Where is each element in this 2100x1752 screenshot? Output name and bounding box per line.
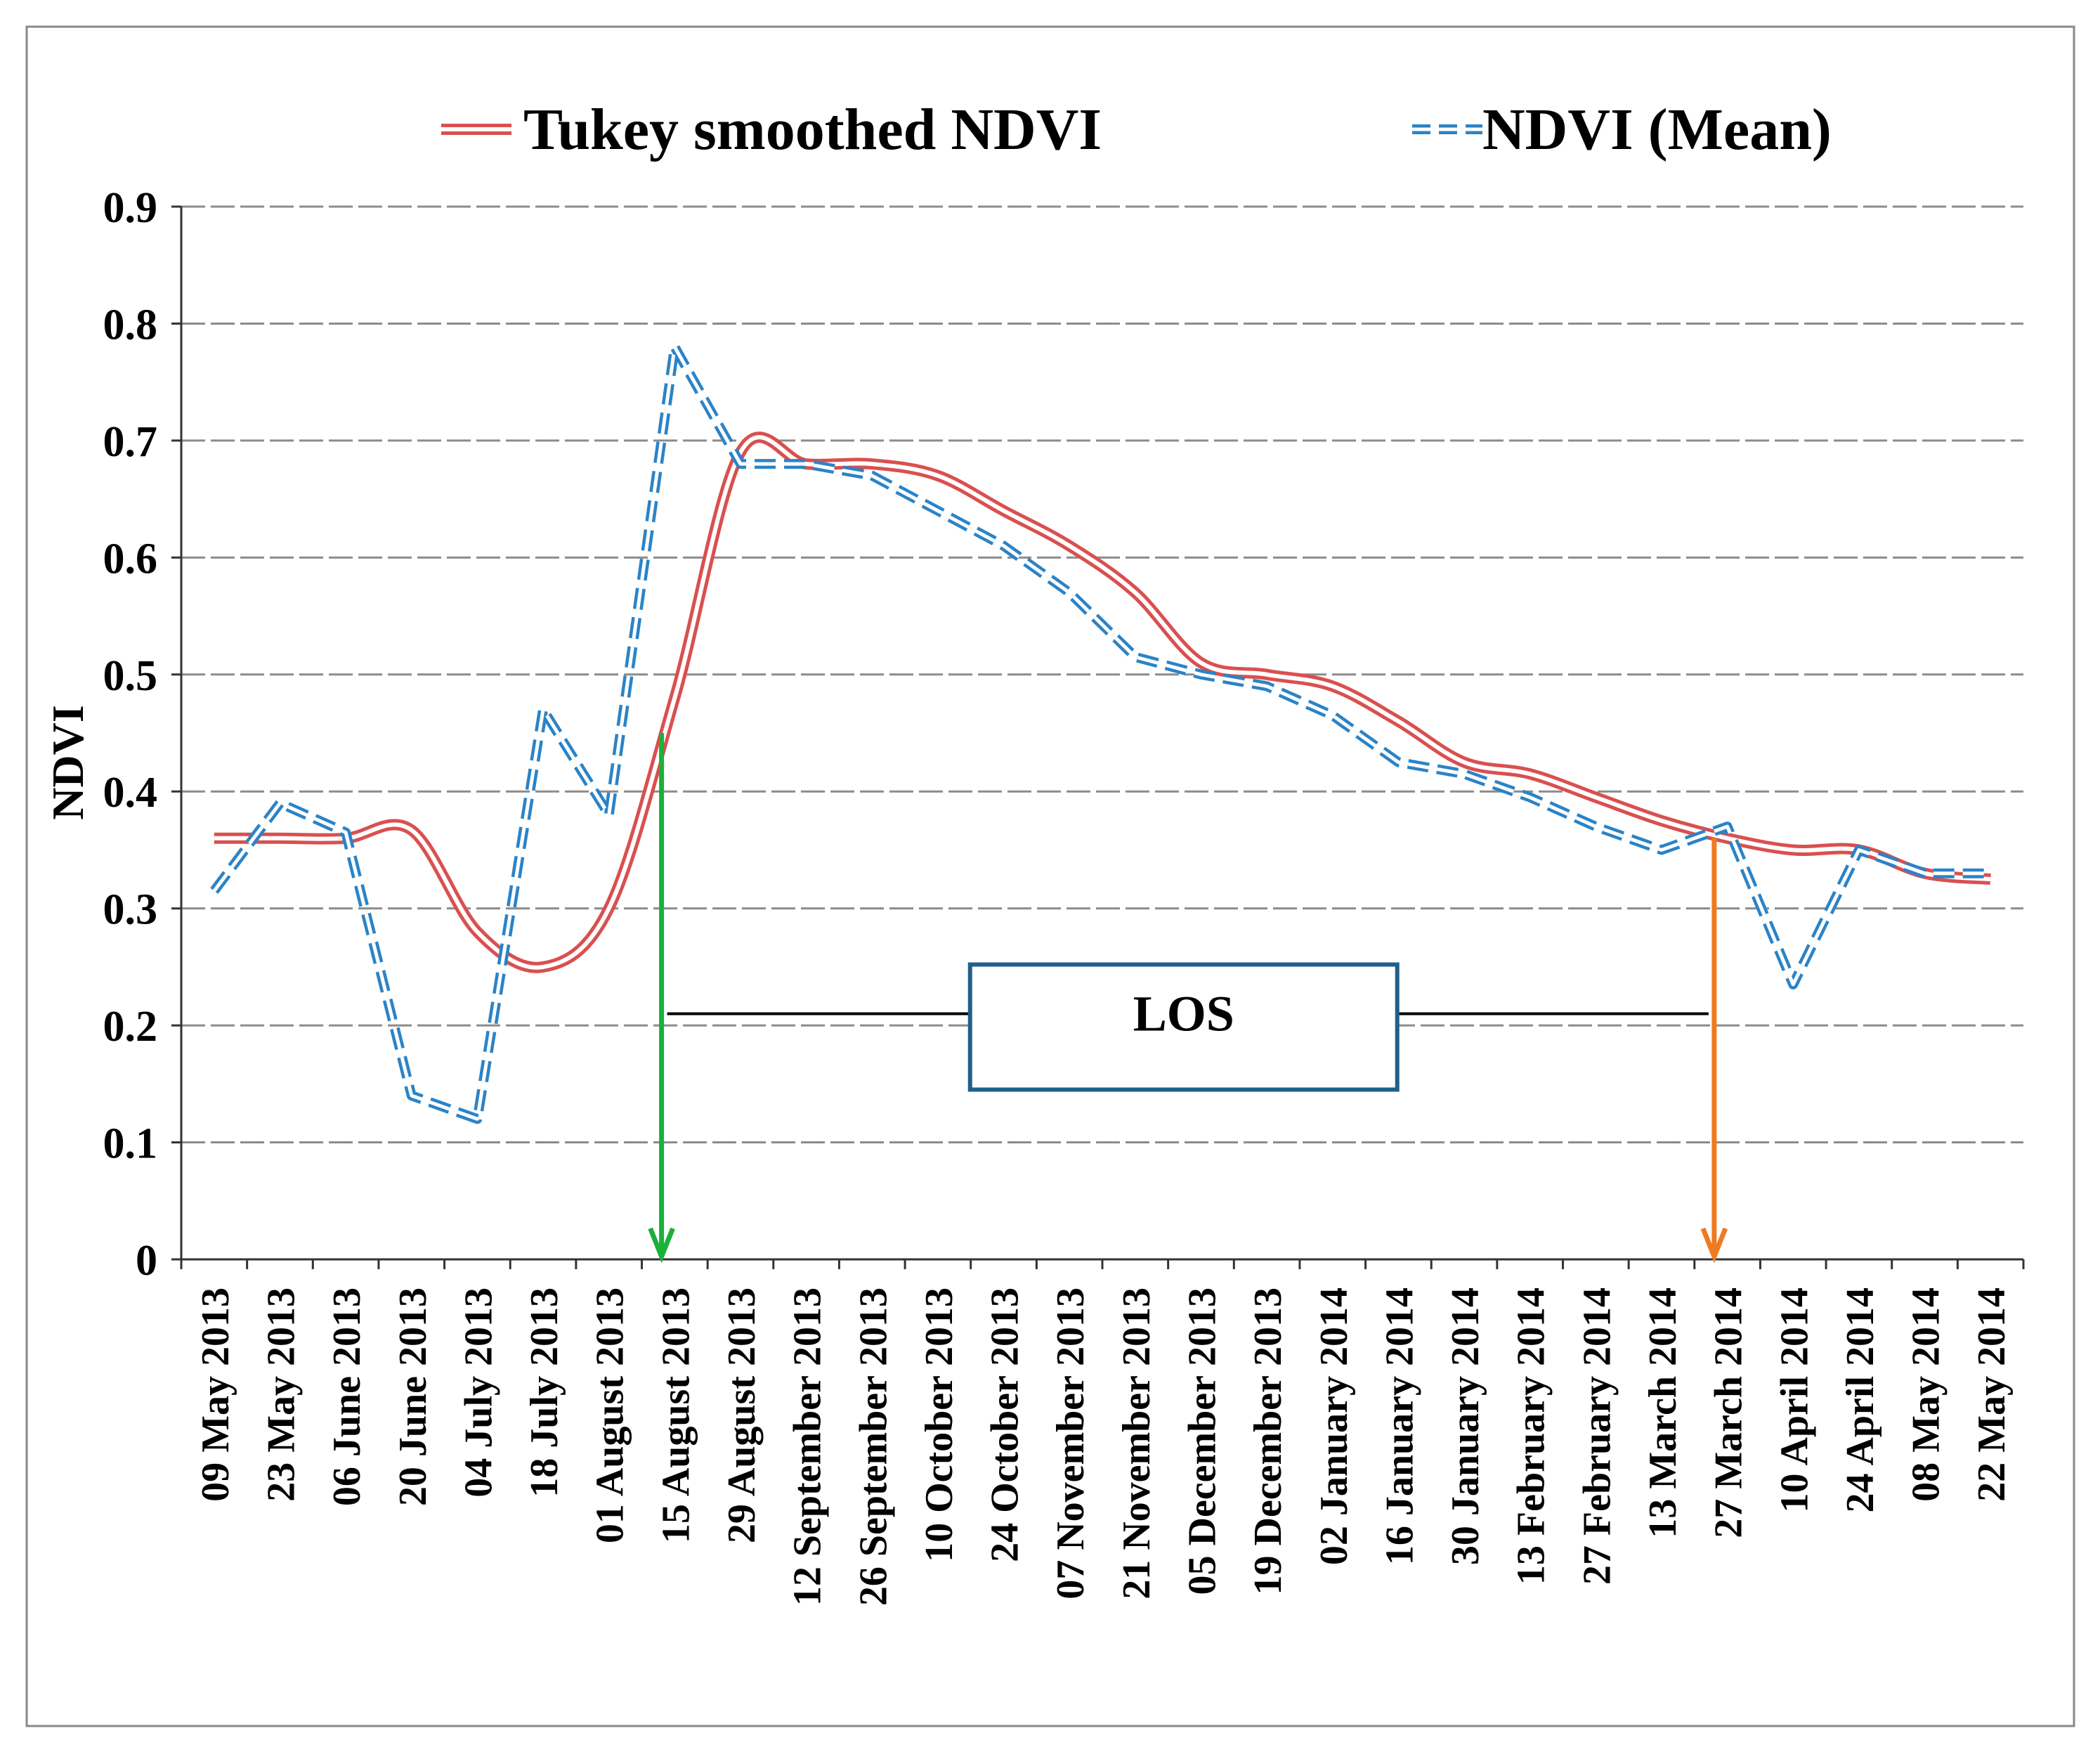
y-tick-label: 0.2 bbox=[103, 1003, 158, 1051]
sos-arrow-head bbox=[648, 1227, 675, 1264]
y-tick-label: 0.3 bbox=[103, 886, 158, 934]
x-tick-label: 08 May 2014 bbox=[1905, 1287, 1948, 1502]
x-tick-label: 06 June 2013 bbox=[325, 1287, 369, 1506]
x-tick-label: 27 February 2014 bbox=[1575, 1287, 1619, 1585]
legend: Tukey smoothed NDVI NDVI (Mean) bbox=[441, 97, 1832, 162]
series bbox=[210, 342, 1991, 1124]
y-tick-labels: 0 0.1 0.2 0.3 0.4 0.5 0.6 0.7 0.8 0.9 bbox=[103, 184, 181, 1285]
legend-label-tukey: Tukey smoothed NDVI bbox=[523, 97, 1102, 162]
x-tick-label: 09 May 2013 bbox=[194, 1287, 237, 1502]
x-tick-labels: 09 May 2013 23 May 2013 06 June 2013 20 Jun… bbox=[180, 1259, 2025, 1606]
los-label: LOS bbox=[1133, 985, 1234, 1042]
annotations: LOS bbox=[648, 733, 1728, 1264]
series-line-ndvi-mean-inner bbox=[212, 345, 1991, 1121]
x-tick-label: 10 October 2013 bbox=[918, 1287, 961, 1562]
x-tick-label: 24 October 2013 bbox=[984, 1287, 1027, 1562]
x-tick-label: 10 April 2014 bbox=[1773, 1287, 1816, 1512]
x-tick-label: 29 August 2013 bbox=[720, 1287, 764, 1543]
eos-arrow-head bbox=[1700, 1227, 1728, 1264]
x-tick-label: 23 May 2013 bbox=[259, 1287, 303, 1502]
x-tick-label: 01 August 2013 bbox=[589, 1287, 632, 1543]
x-tick-label: 22 May 2014 bbox=[1970, 1287, 2014, 1502]
x-tick-label: 27 March 2014 bbox=[1707, 1287, 1751, 1538]
x-tick-label: 13 March 2014 bbox=[1641, 1287, 1685, 1538]
x-tick-label: 19 December 2013 bbox=[1246, 1287, 1290, 1595]
x-tick-label: 02 January 2014 bbox=[1312, 1287, 1356, 1565]
chart-border bbox=[25, 25, 2075, 1727]
y-tick-label: 0.8 bbox=[103, 301, 158, 349]
x-tick-label: 30 January 2014 bbox=[1444, 1287, 1487, 1565]
y-tick-label: 0.4 bbox=[103, 769, 158, 817]
y-tick-label: 0.9 bbox=[103, 184, 158, 232]
x-tick-label: 05 December 2013 bbox=[1180, 1287, 1224, 1595]
y-tick-label: 0.5 bbox=[103, 652, 158, 700]
x-tick-label: 15 August 2013 bbox=[654, 1287, 698, 1543]
x-tick-label: 16 January 2014 bbox=[1378, 1287, 1421, 1565]
x-tick-label: 26 September 2013 bbox=[852, 1287, 895, 1606]
x-tick-label: 21 November 2013 bbox=[1115, 1287, 1159, 1599]
x-tick-label: 18 July 2013 bbox=[523, 1287, 566, 1498]
y-tick-label: 0.7 bbox=[103, 418, 158, 466]
legend-item-tukey: Tukey smoothed NDVI bbox=[441, 97, 1102, 162]
y-tick-label: 0.1 bbox=[103, 1120, 158, 1168]
legend-item-ndvi-mean: NDVI (Mean) bbox=[1412, 97, 1832, 162]
y-tick-label: 0 bbox=[136, 1237, 157, 1285]
x-tick-label: 07 November 2013 bbox=[1049, 1287, 1093, 1599]
los-box bbox=[967, 962, 1400, 1092]
y-axis-label: NDVI bbox=[43, 705, 93, 820]
x-tick-label: 13 February 2014 bbox=[1510, 1287, 1553, 1585]
legend-label-ndvi-mean: NDVI (Mean) bbox=[1482, 97, 1832, 162]
x-tick-label: 12 September 2013 bbox=[786, 1287, 830, 1606]
y-tick-label: 0.6 bbox=[103, 535, 158, 583]
x-tick-label: 04 July 2013 bbox=[457, 1287, 500, 1498]
x-tick-label: 20 June 2013 bbox=[391, 1287, 435, 1506]
series-line-tukey-inner bbox=[214, 435, 1991, 970]
x-tick-label: 24 April 2014 bbox=[1839, 1287, 1882, 1512]
